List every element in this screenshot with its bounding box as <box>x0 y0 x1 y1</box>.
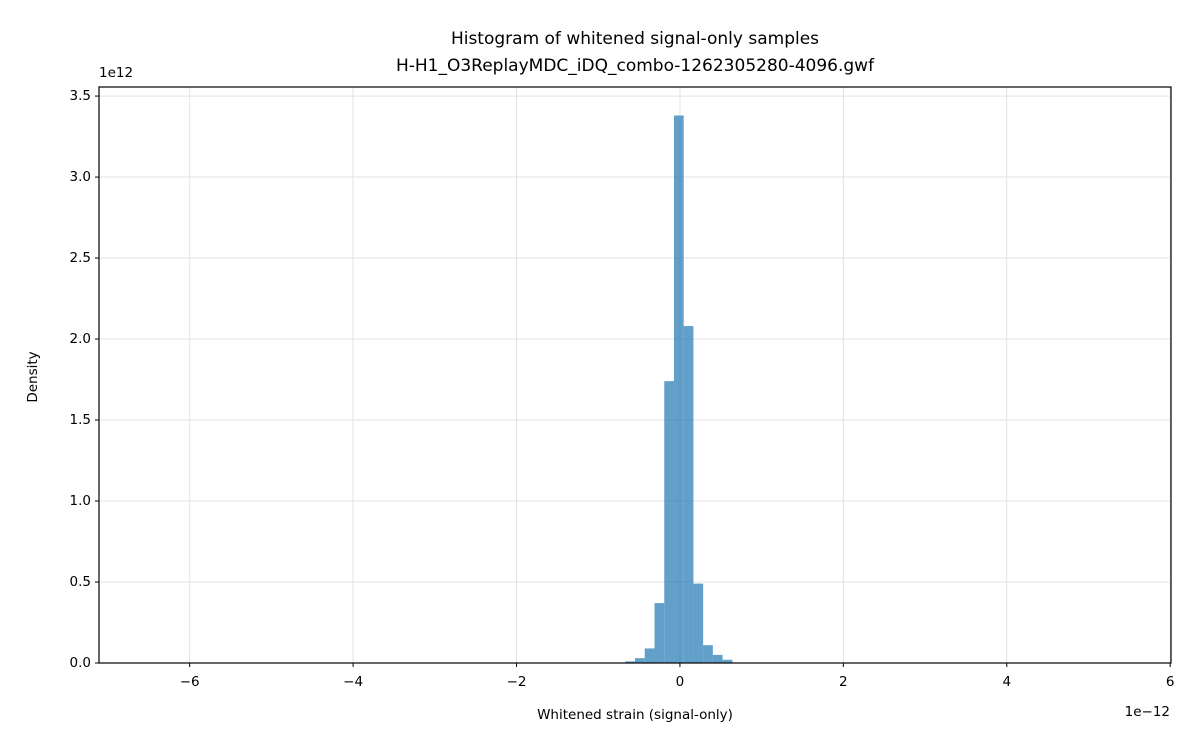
y-offset-label: 1e12 <box>99 65 133 81</box>
y-tick-label: 3.0 <box>70 169 91 185</box>
y-tick-label: 3.5 <box>70 88 91 104</box>
x-tick-label: −2 <box>507 674 527 690</box>
bar <box>722 659 733 663</box>
x-offset-label: 1e−12 <box>1125 704 1170 720</box>
plot-frame <box>98 86 1172 664</box>
x-tick-label: −4 <box>343 674 363 690</box>
chart-title: Histogram of whitened signal-only sample… <box>451 29 819 49</box>
x-tick-label: −6 <box>180 674 200 690</box>
y-tick-label: 2.5 <box>70 250 91 266</box>
y-tick-label: 1.5 <box>70 412 91 428</box>
x-axis-label: Whitened strain (signal-only) <box>537 707 733 723</box>
bar <box>664 381 674 663</box>
x-tick-label: 0 <box>676 674 685 690</box>
bar <box>683 326 694 663</box>
bar <box>673 115 684 664</box>
x-tick-label: 2 <box>839 674 848 690</box>
bar <box>635 658 645 663</box>
bar <box>703 645 713 663</box>
y-tick-label: 0.5 <box>70 574 91 590</box>
y-axis-label: Density <box>25 351 41 402</box>
x-tick-label: 4 <box>1002 674 1011 690</box>
bar <box>644 648 655 663</box>
bar <box>693 583 704 663</box>
y-tick-label: 1.0 <box>70 493 91 509</box>
y-tick-label: 0.0 <box>70 655 91 671</box>
y-tick-label: 2.0 <box>70 331 91 347</box>
bar <box>712 654 723 663</box>
x-tick-label: 6 <box>1166 674 1175 690</box>
bar <box>654 603 665 663</box>
bar <box>625 661 635 663</box>
chart-subtitle: H-H1_O3ReplayMDC_iDQ_combo-1262305280-40… <box>396 56 875 76</box>
